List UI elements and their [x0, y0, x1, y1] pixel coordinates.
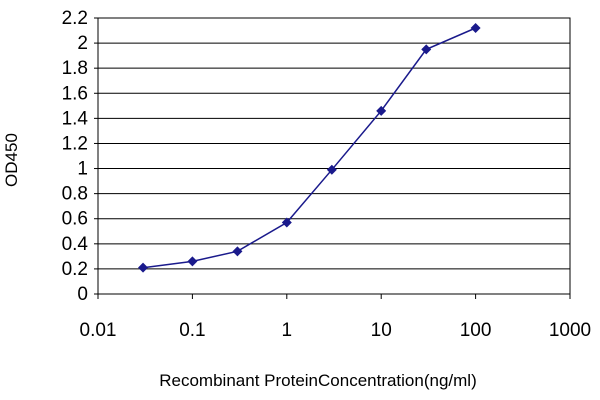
y-tick-label: 0 — [77, 284, 88, 305]
y-tick-label: 1.4 — [62, 108, 89, 129]
x-tick-label: 0.1 — [179, 320, 205, 341]
y-tick-label: 0.8 — [62, 184, 88, 205]
y-tick-label: 2.2 — [62, 8, 88, 29]
series-line — [142, 27, 476, 269]
data-point — [232, 246, 243, 257]
x-tick-label: 1000 — [549, 320, 591, 341]
data-point — [421, 44, 432, 55]
x-axis-tick-labels: 0.01 0.1 1 10 100 1000 — [80, 320, 592, 341]
grid-lines — [94, 17, 571, 299]
x-tick-label: 100 — [460, 320, 492, 341]
data-series — [138, 23, 481, 273]
data-point — [470, 23, 481, 34]
y-axis-title: OD450 — [2, 133, 21, 187]
x-axis-title: Recombinant ProteinConcentration(ng/ml) — [159, 371, 477, 390]
y-axis-tick-labels: 0 0.2 0.4 0.6 0.8 1 1.2 1.4 1.6 1.8 2 2.2 — [62, 8, 89, 305]
y-tick-label: 1.8 — [62, 58, 88, 79]
data-point — [281, 217, 292, 228]
y-tick-label: 0.4 — [62, 234, 89, 255]
y-tick-label: 1.2 — [62, 133, 88, 154]
x-tick-label: 0.01 — [80, 320, 117, 341]
plot-area — [97, 17, 571, 295]
y-tick-label: 2 — [77, 33, 88, 54]
x-tick-label: 1 — [282, 320, 293, 341]
y-tick-label: 1 — [77, 159, 88, 180]
data-point — [326, 164, 337, 175]
data-point — [187, 256, 198, 267]
y-tick-label: 0.2 — [62, 259, 88, 280]
y-tick-label: 1.6 — [62, 83, 88, 104]
data-point — [138, 262, 149, 273]
y-tick-label: 0.6 — [62, 209, 88, 230]
data-point — [376, 105, 387, 116]
x-tick-label: 10 — [371, 320, 392, 341]
